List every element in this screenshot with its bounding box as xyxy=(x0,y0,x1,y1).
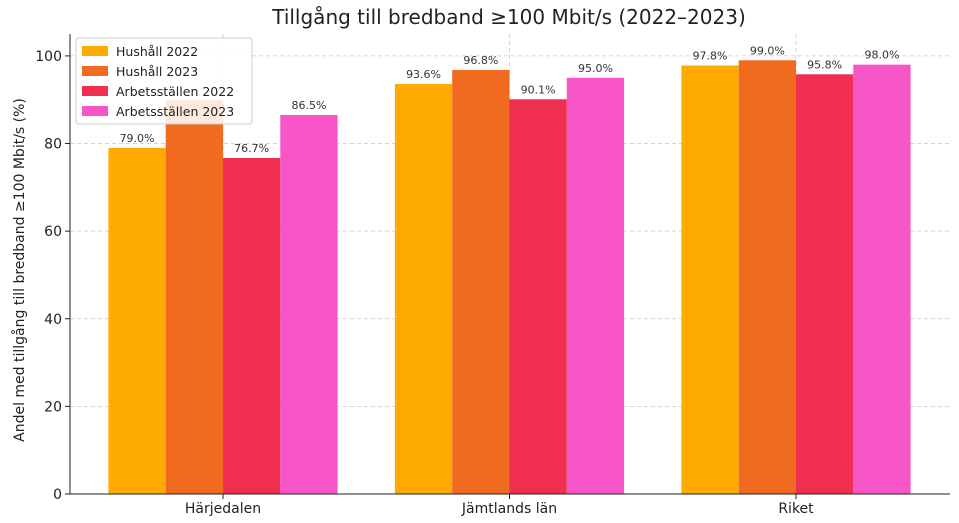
bar xyxy=(796,74,854,495)
legend-swatch xyxy=(82,46,108,56)
y-tick-label: 100 xyxy=(35,49,62,65)
legend-label: Arbetsställen 2023 xyxy=(116,104,234,119)
data-label: 95.0% xyxy=(578,62,613,75)
bar xyxy=(394,83,453,494)
data-label: 97.8% xyxy=(693,50,728,63)
bar xyxy=(681,65,739,495)
x-tick-label: Jämtlands län xyxy=(461,501,557,517)
legend-frame xyxy=(75,37,253,125)
bar xyxy=(738,60,796,495)
bar xyxy=(509,99,567,495)
legend-swatch xyxy=(82,106,108,116)
bar xyxy=(853,64,911,495)
legend-label: Arbetsställen 2022 xyxy=(116,84,234,99)
legend-swatch xyxy=(82,66,108,76)
y-axis-label: Andel med tillgång till bredband ≥100 Mb… xyxy=(11,98,28,442)
bar xyxy=(165,100,223,495)
bar-layer xyxy=(108,60,911,495)
data-label: 79.0% xyxy=(120,132,155,145)
data-label: 90.1% xyxy=(521,83,556,96)
legend-label: Hushåll 2022 xyxy=(116,44,198,59)
data-label-layer: 79.0% 93.6% 97.8% 96.8% 99.0% 76.7% 90.1% 95.8%… xyxy=(120,44,900,155)
bar xyxy=(223,157,281,494)
y-tick-label: 20 xyxy=(44,399,62,415)
data-label: 86.5% xyxy=(291,99,326,112)
bar xyxy=(108,147,166,494)
y-tick-label: 40 xyxy=(44,312,62,328)
y-tick-label: 80 xyxy=(44,137,62,153)
legend: Hushåll 2022 Hushåll 2023 Arbetsställen 20… xyxy=(75,37,253,125)
x-tick-label: Härjedalen xyxy=(185,501,261,517)
bar xyxy=(566,77,625,495)
data-label: 76.7% xyxy=(234,142,269,155)
data-label: 95.8% xyxy=(807,58,842,71)
bar xyxy=(452,69,510,494)
bar xyxy=(280,115,338,495)
data-label: 93.6% xyxy=(406,68,441,81)
data-label: 99.0% xyxy=(750,44,785,57)
axis-layer: 0 20 40 60 80 100 Härjedalen Jämtlands län Riket xyxy=(35,34,950,517)
data-label: 98.0% xyxy=(864,49,899,62)
legend-swatch xyxy=(82,86,108,96)
y-tick-label: 0 xyxy=(53,487,62,503)
data-label: 96.8% xyxy=(463,54,498,67)
legend-label: Hushåll 2023 xyxy=(116,64,198,79)
x-tick-label: Riket xyxy=(778,501,814,517)
chart-title: Tillgång till bredband ≥100 Mbit/s (2022… xyxy=(271,5,746,29)
y-tick-label: 60 xyxy=(44,224,62,240)
